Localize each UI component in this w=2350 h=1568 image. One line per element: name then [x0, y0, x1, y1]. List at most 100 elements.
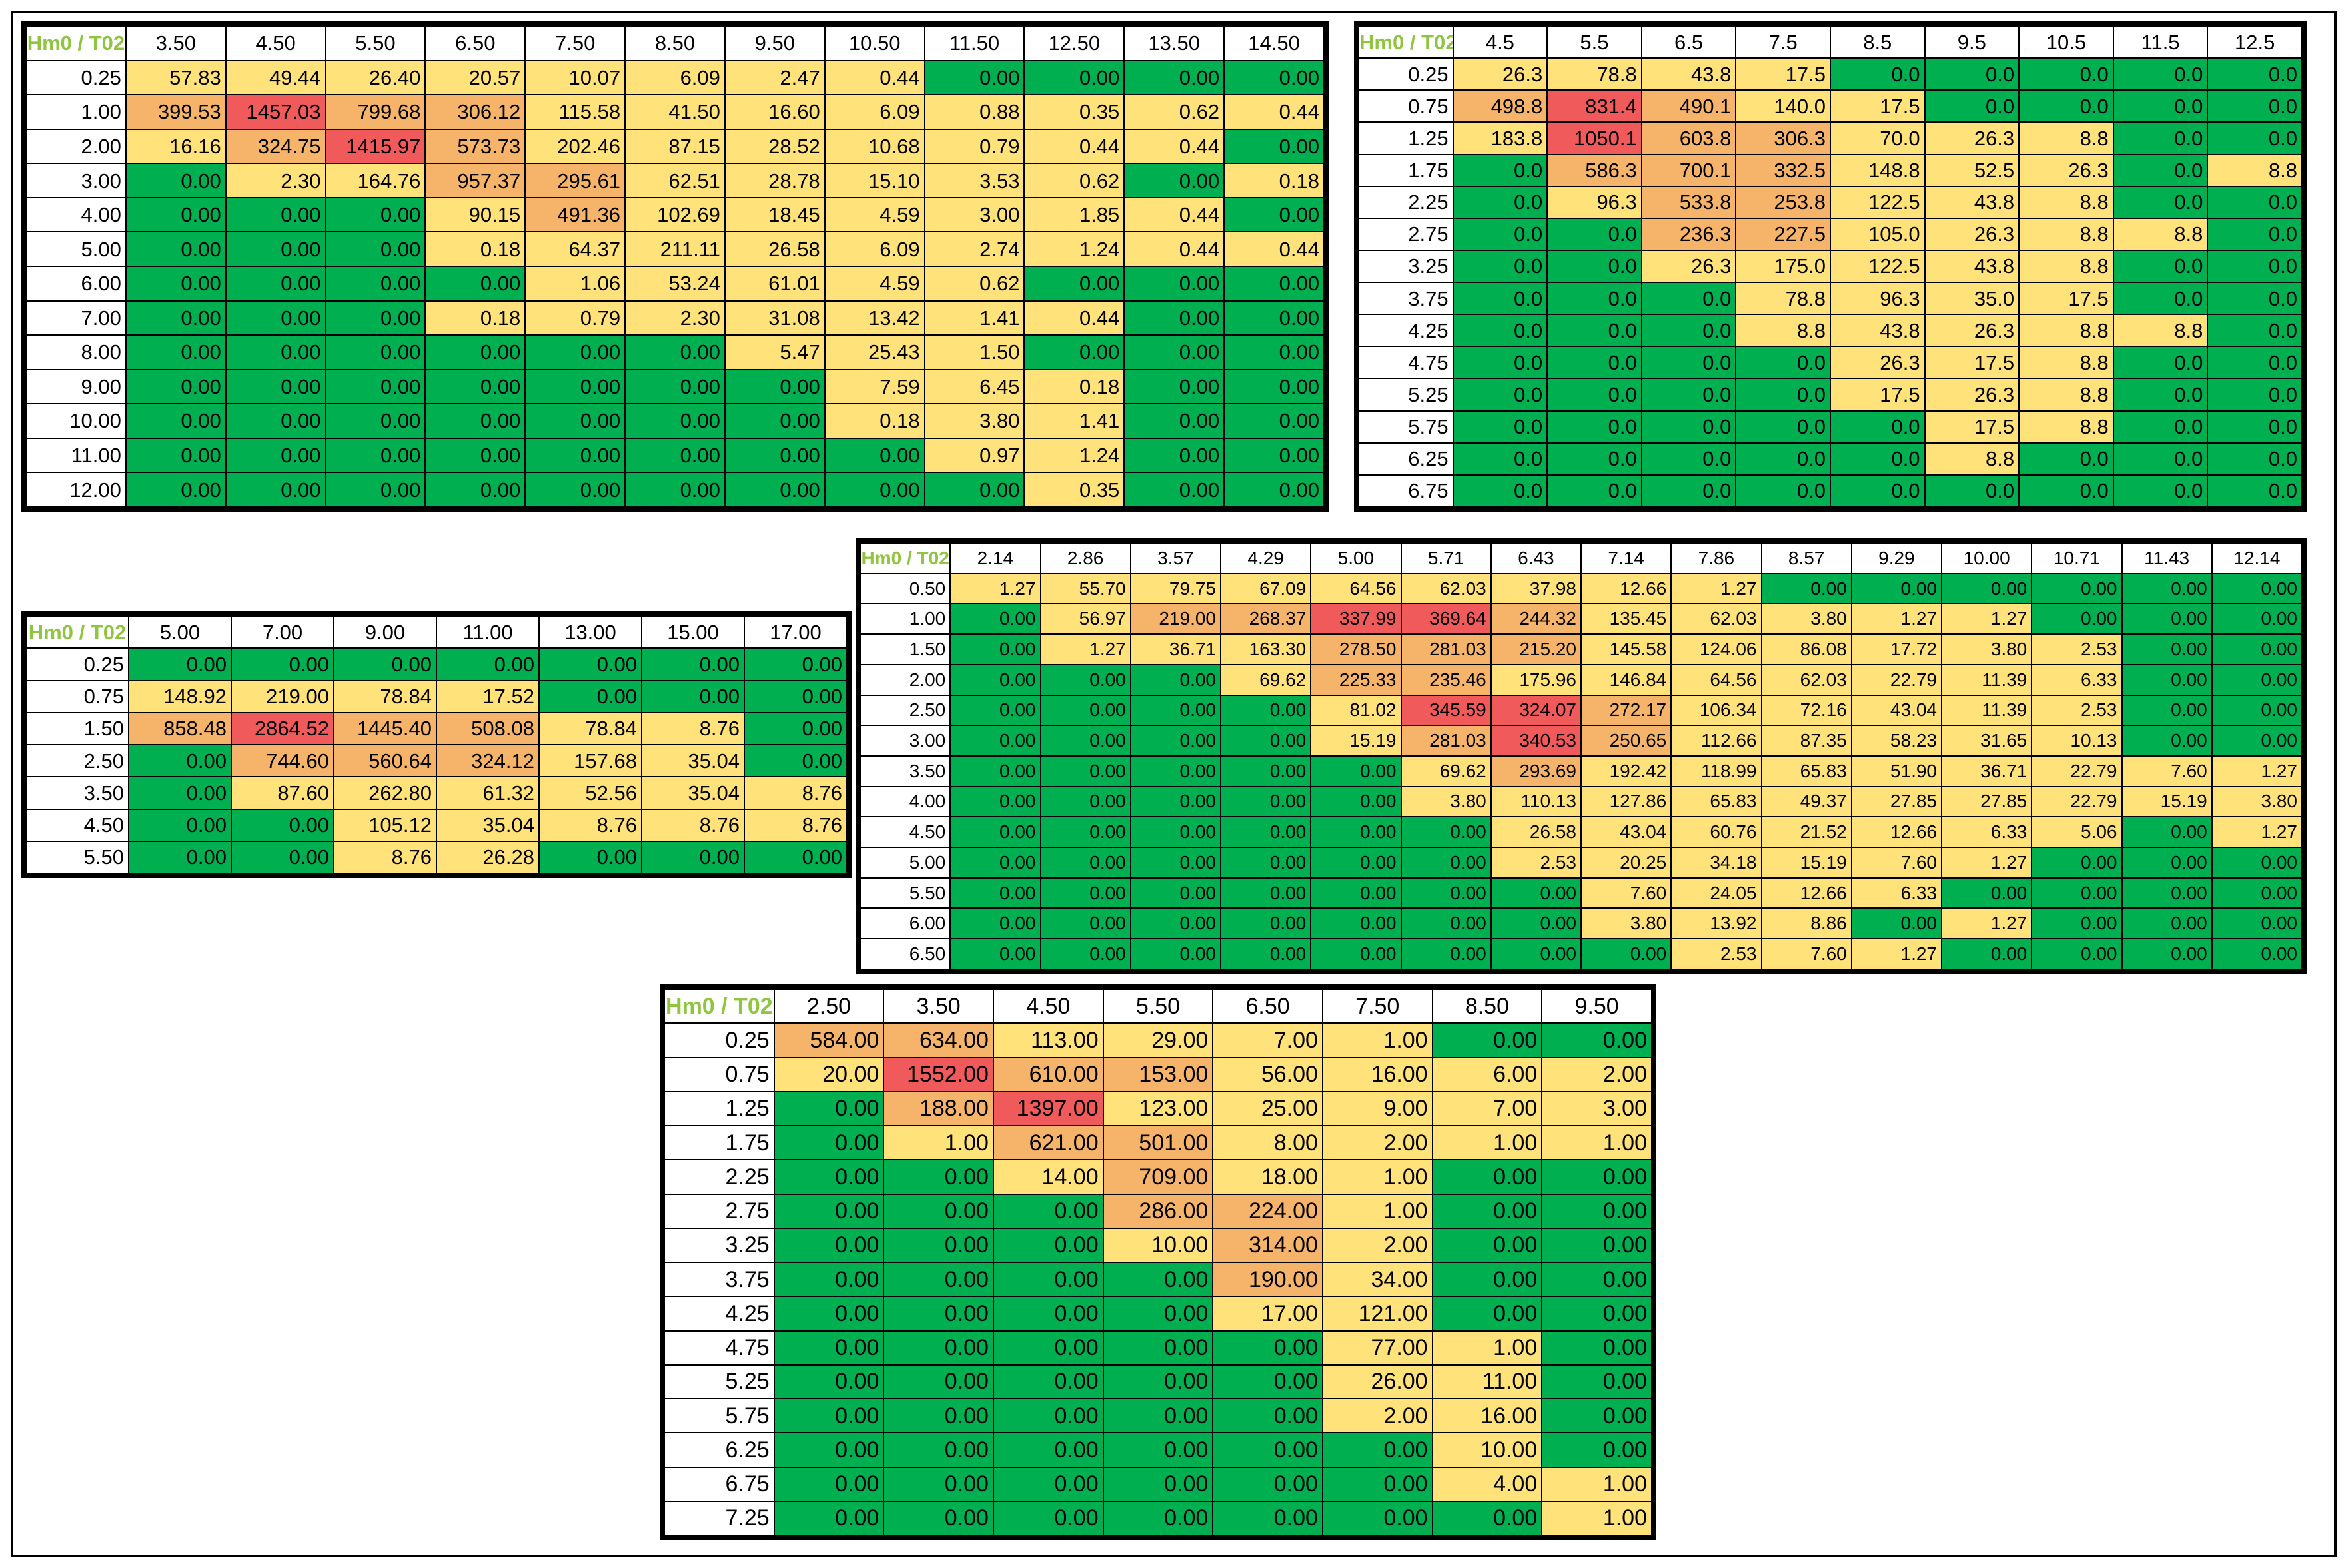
- data-cell: 0.00: [1123, 300, 1225, 336]
- column-header: 7.5: [1735, 25, 1831, 59]
- data-cell: 124.06: [1670, 633, 1762, 665]
- data-cell: 5.06: [2031, 816, 2123, 849]
- table-3: Hm0 / T02 5.00 7.00 9.00 11.00 13.00 15.00 17.0…: [21, 611, 852, 878]
- row-header: 4.75: [664, 1330, 775, 1366]
- data-cell: 0.00: [1219, 877, 1312, 909]
- data-cell: 224.00: [1212, 1193, 1323, 1229]
- data-table: Hm0 / T02 2.50 3.50 4.50 5.50 6.50 7.50 8.50 9.5…: [664, 988, 1652, 1537]
- data-cell: 0.00: [1400, 847, 1492, 879]
- data-cell: 0.0: [2112, 57, 2209, 91]
- data-cell: 65.83: [1670, 785, 1762, 818]
- data-cell: 3.80: [2211, 785, 2303, 818]
- column-header: 4.50: [992, 988, 1104, 1024]
- data-cell: 26.40: [324, 59, 426, 96]
- data-cell: 0.0: [2207, 217, 2303, 251]
- data-cell: 0.00: [992, 1466, 1104, 1502]
- data-cell: 0.00: [1129, 816, 1222, 849]
- data-cell: 0.00: [1541, 1296, 1652, 1332]
- table-row: 4.75 0.0 0.0 0.0 0.0 26.3 17.5 8.8 0.0 0.0: [1358, 346, 2303, 380]
- data-cell: 77.00: [1321, 1330, 1433, 1366]
- table-row: 2.00 0.00 0.00 0.00 69.62 225.33 235.46 175.96 1…: [859, 663, 2303, 696]
- data-cell: 0.00: [724, 368, 826, 405]
- data-cell: 25.43: [824, 334, 925, 370]
- data-cell: 1397.00: [992, 1090, 1104, 1127]
- data-cell: 7.00: [1431, 1090, 1543, 1127]
- data-cell: 43.04: [1580, 816, 1672, 849]
- data-cell: 78.84: [538, 711, 642, 746]
- row-header: 1.00: [25, 94, 127, 130]
- data-cell: 1457.03: [225, 94, 326, 130]
- data-cell: 6.33: [2031, 663, 2123, 696]
- data-cell: 0.00: [1223, 368, 1325, 405]
- data-cell: 18.45: [724, 196, 826, 233]
- data-cell: 35.04: [436, 808, 540, 842]
- data-cell: 31.08: [724, 300, 826, 336]
- data-cell: 60.76: [1670, 816, 1762, 849]
- data-cell: 27.85: [1850, 785, 1943, 818]
- data-table: Hm0 / T02 3.50 4.50 5.50 6.50 7.50 8.50 9.50 10.…: [25, 25, 1325, 508]
- data-cell: 0.62: [1023, 163, 1125, 198]
- data-cell: 0.0: [2207, 89, 2303, 123]
- table-row: 1.00 399.53 1457.03 799.68 306.12 115.58 41.50…: [25, 94, 1325, 130]
- data-cell: 0.00: [1310, 816, 1402, 849]
- data-cell: 0.00: [324, 300, 426, 336]
- data-cell: 0.00: [1541, 1193, 1652, 1229]
- data-cell: 0.00: [2211, 847, 2303, 879]
- table-row: 3.25 0.0 0.0 26.3 175.0 122.5 43.8 8.8 0.0 0.0: [1358, 249, 2303, 284]
- data-cell: 0.00: [1039, 663, 1131, 696]
- data-cell: 49.37: [1760, 785, 1852, 818]
- data-cell: 0.00: [1940, 572, 2033, 605]
- data-cell: 0.0: [2207, 442, 2303, 476]
- data-cell: 0.0: [1924, 474, 2020, 508]
- data-cell: 0.00: [1039, 694, 1131, 727]
- table-row: 5.00 0.00 0.00 0.00 0.18 64.37 211.11 26.58 6.09…: [25, 231, 1325, 267]
- table-row: 2.50 0.00 744.60 560.64 324.12 157.68 35.04 0.0…: [25, 743, 848, 778]
- data-cell: 0.00: [883, 1364, 994, 1400]
- data-cell: 15.19: [2121, 785, 2213, 818]
- table-row: 4.50 0.00 0.00 0.00 0.00 0.00 0.00 26.58 43.04 60…: [859, 816, 2303, 849]
- column-header: 13.00: [538, 615, 642, 649]
- data-cell: 0.00: [2211, 877, 2303, 909]
- table-1: Hm0 / T02 3.50 4.50 5.50 6.50 7.50 8.50 9.50 10.…: [21, 21, 1329, 512]
- data-cell: 0.00: [1123, 437, 1225, 474]
- data-cell: 25.00: [1212, 1090, 1323, 1127]
- table-row: 6.25 0.00 0.00 0.00 0.00 0.00 0.00 10.00 0.00: [664, 1432, 1652, 1468]
- row-header: 4.25: [664, 1296, 775, 1332]
- column-header: 10.5: [2018, 25, 2114, 59]
- data-cell: 0.00: [125, 196, 227, 233]
- data-cell: 0.0: [1452, 378, 1548, 412]
- data-cell: 8.8: [2018, 249, 2114, 284]
- data-cell: 0.00: [744, 743, 848, 778]
- data-cell: 163.30: [1219, 633, 1312, 665]
- data-cell: 55.70: [1039, 572, 1131, 605]
- data-cell: 0.0: [1546, 217, 1642, 251]
- data-cell: 61.32: [436, 776, 540, 810]
- data-cell: 22.79: [2031, 785, 2123, 818]
- row-header: 1.50: [25, 711, 129, 746]
- data-cell: 0.00: [992, 1397, 1104, 1434]
- data-cell: 1.27: [1940, 603, 2033, 635]
- data-cell: 0.00: [128, 808, 232, 842]
- data-cell: 0.0: [2207, 346, 2303, 380]
- data-cell: 0.00: [883, 1466, 994, 1502]
- row-header: 6.75: [664, 1466, 775, 1502]
- data-cell: 8.8: [2018, 378, 2114, 412]
- data-cell: 0.00: [2121, 847, 2213, 879]
- data-cell: 0.00: [1431, 1159, 1543, 1195]
- data-cell: 610.00: [992, 1056, 1104, 1092]
- column-header: 9.29: [1850, 542, 1943, 574]
- data-cell: 0.00: [324, 196, 426, 233]
- data-cell: 0.00: [1129, 785, 1222, 818]
- data-cell: 0.0: [1546, 249, 1642, 284]
- data-cell: 262.80: [333, 776, 437, 810]
- column-header: 13.50: [1123, 25, 1225, 61]
- data-cell: 0.00: [424, 368, 526, 405]
- data-cell: 36.71: [1940, 755, 2033, 787]
- data-cell: 0.0: [2207, 249, 2303, 284]
- data-cell: 0.00: [883, 1261, 994, 1298]
- data-cell: 0.00: [225, 403, 326, 439]
- column-header: 4.5: [1452, 25, 1548, 59]
- table-row: 6.75 0.0 0.0 0.0 0.0 0.0 0.0 0.0 0.0 0.0: [1358, 474, 2303, 508]
- row-header: 3.50: [859, 755, 951, 787]
- data-cell: 8.8: [2018, 314, 2114, 348]
